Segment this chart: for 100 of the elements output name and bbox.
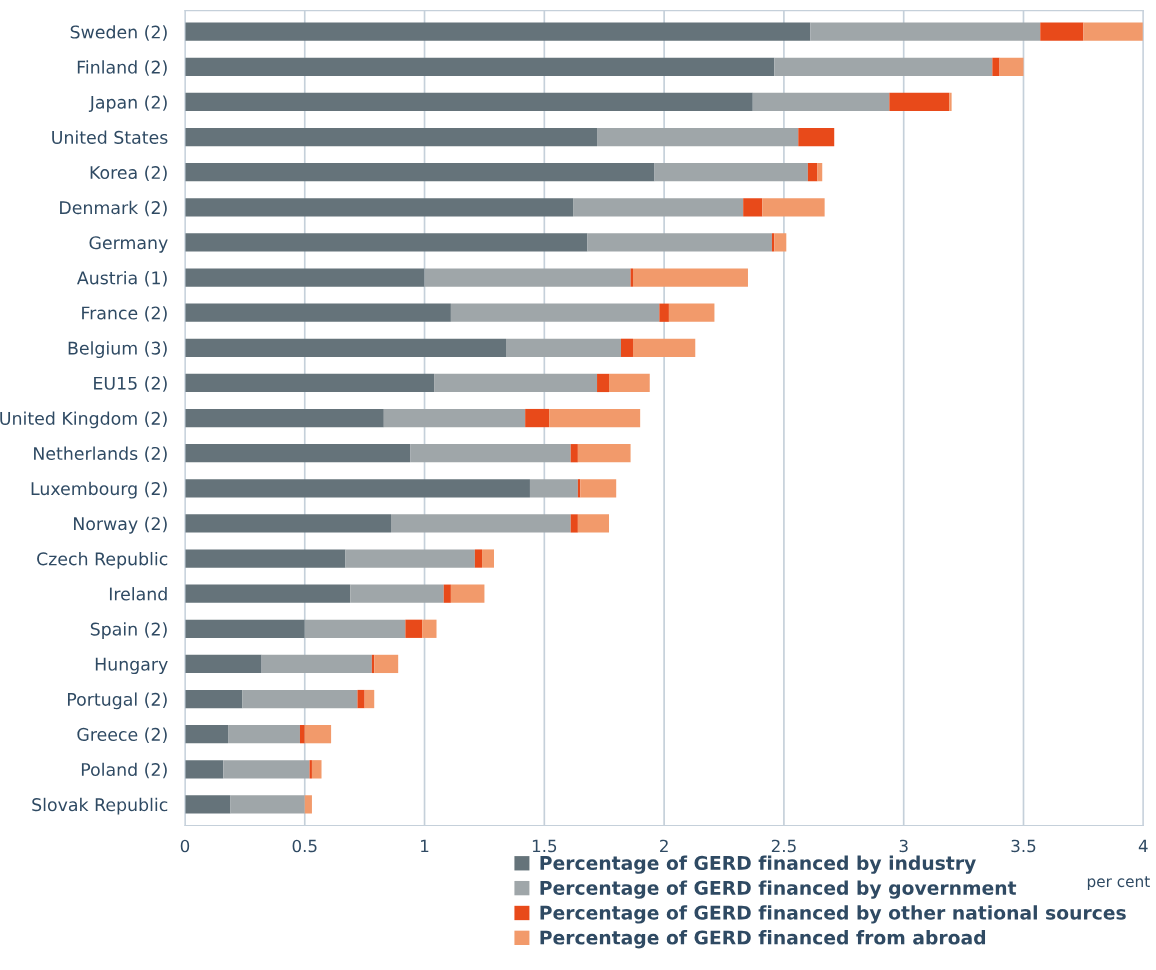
y-tick-label: Portugal (2) bbox=[67, 692, 167, 710]
bar bbox=[184, 57, 775, 76]
bar bbox=[184, 373, 435, 393]
bar bbox=[807, 163, 818, 182]
y-tick-label: Netherlands (2) bbox=[34, 446, 167, 463]
bar bbox=[184, 303, 451, 322]
bar bbox=[443, 584, 451, 603]
bar bbox=[184, 92, 753, 112]
bar bbox=[230, 795, 305, 814]
x-tick-label: 2.5 bbox=[771, 839, 796, 853]
bar bbox=[304, 795, 312, 814]
bar bbox=[573, 198, 744, 217]
bar bbox=[410, 444, 571, 463]
bar bbox=[261, 654, 372, 674]
bar bbox=[383, 408, 526, 428]
bar bbox=[184, 514, 391, 533]
bar bbox=[949, 92, 952, 112]
x-axis-title: per cent bbox=[1087, 876, 1150, 891]
legend-label: Percentage of GERD financed by government bbox=[540, 880, 1017, 899]
bar bbox=[304, 725, 332, 744]
bar bbox=[424, 268, 631, 287]
bar bbox=[999, 57, 1024, 76]
bar bbox=[311, 760, 322, 779]
bar bbox=[434, 373, 598, 393]
x-tick-label: 1 bbox=[421, 839, 429, 853]
y-tick-label: Hungary bbox=[95, 657, 168, 675]
y-tick-label: France (2) bbox=[82, 306, 167, 322]
bar bbox=[506, 338, 621, 357]
x-tick-label: 2 bbox=[660, 839, 668, 853]
bar bbox=[184, 584, 351, 603]
y-tick-label: EU15 (2) bbox=[94, 376, 167, 392]
bar bbox=[992, 57, 1000, 76]
bar bbox=[774, 233, 787, 252]
bar bbox=[405, 619, 423, 638]
bar bbox=[228, 725, 300, 744]
bar bbox=[184, 654, 262, 674]
bar bbox=[1040, 22, 1084, 41]
bar bbox=[580, 479, 617, 498]
bar bbox=[810, 22, 1041, 41]
y-tick-label: Poland (2) bbox=[81, 762, 167, 779]
bar bbox=[184, 549, 346, 568]
bar bbox=[587, 233, 772, 252]
bar bbox=[422, 619, 437, 638]
y-tick-label: Austria (1) bbox=[76, 270, 167, 287]
y-tick-label: Denmark (2) bbox=[60, 200, 167, 217]
bar bbox=[752, 92, 890, 112]
y-tick-label: United Kingdom (2) bbox=[0, 411, 167, 429]
bar bbox=[762, 198, 825, 217]
y-tick-label: Germany bbox=[89, 236, 168, 253]
bar bbox=[391, 514, 571, 533]
bar bbox=[364, 689, 375, 709]
x-tick-label: 0 bbox=[180, 839, 190, 853]
bar bbox=[184, 689, 243, 709]
bar bbox=[184, 619, 305, 638]
bar bbox=[743, 198, 763, 217]
bar bbox=[668, 303, 715, 322]
y-tick-label: United States bbox=[52, 130, 168, 144]
x-tick-label: 1.5 bbox=[532, 839, 557, 853]
y-tick-label: Korea (2) bbox=[90, 165, 167, 182]
bar bbox=[654, 163, 808, 182]
y-tick-label: Greece (2) bbox=[77, 727, 167, 744]
bar bbox=[450, 584, 485, 603]
bar bbox=[798, 127, 835, 147]
bar bbox=[184, 22, 811, 41]
x-tick-label: 3.5 bbox=[1011, 839, 1036, 853]
bar bbox=[659, 303, 669, 322]
y-tick-label: Japan (2) bbox=[88, 95, 167, 113]
bar bbox=[597, 127, 799, 147]
bar bbox=[529, 479, 578, 498]
y-tick-label: Spain (2) bbox=[90, 622, 167, 639]
bar bbox=[774, 57, 993, 76]
y-tick-label: Sweden (2) bbox=[70, 25, 167, 41]
bar bbox=[184, 233, 588, 252]
bar bbox=[184, 338, 506, 357]
bar bbox=[570, 514, 578, 533]
bar bbox=[184, 408, 384, 428]
bar bbox=[374, 654, 399, 674]
y-tick-label: Norway (2) bbox=[74, 516, 167, 534]
bar bbox=[242, 689, 358, 709]
bar bbox=[609, 373, 650, 393]
bar bbox=[577, 514, 610, 533]
bar bbox=[184, 725, 229, 744]
bar bbox=[889, 92, 950, 112]
bar bbox=[184, 760, 224, 779]
bar bbox=[184, 268, 425, 287]
bar bbox=[450, 303, 660, 322]
bar bbox=[817, 163, 823, 182]
bar bbox=[632, 338, 696, 357]
y-tick-label: Slovak Republic bbox=[32, 797, 168, 815]
legend-label: Percentage of GERD financed by other national sources bbox=[540, 905, 1126, 924]
bar bbox=[549, 408, 641, 428]
y-tick-label: Ireland bbox=[109, 587, 167, 601]
bar bbox=[577, 444, 631, 463]
bar bbox=[184, 479, 530, 498]
y-tick-label: Czech Republic bbox=[37, 551, 168, 569]
bar bbox=[1083, 22, 1144, 41]
bar bbox=[474, 549, 483, 568]
bar bbox=[621, 338, 633, 357]
bar bbox=[350, 584, 444, 603]
bar bbox=[184, 444, 411, 463]
